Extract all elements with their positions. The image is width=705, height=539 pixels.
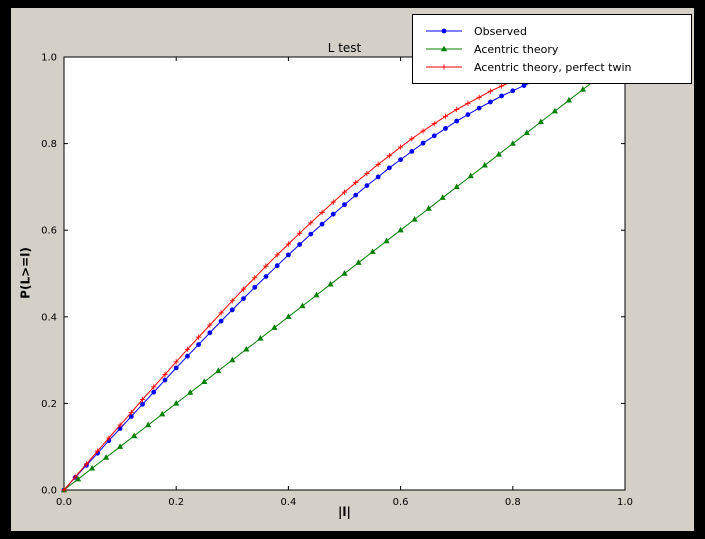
svg-text:0.2: 0.2 xyxy=(41,399,57,410)
chart-title: L test xyxy=(327,41,362,55)
svg-text:0.2: 0.2 xyxy=(168,497,184,508)
y-axis-label: P(L>=l) xyxy=(18,247,33,299)
legend: Observed Acentric theory Acentric theory… xyxy=(412,14,692,84)
svg-text:1.0: 1.0 xyxy=(617,497,633,508)
legend-item-acentric-theory: Acentric theory xyxy=(423,40,681,58)
legend-item-perfect-twin: Acentric theory, perfect twin xyxy=(423,58,681,76)
figure: 0.0 0.2 0.4 0.6 0.8 1.0 0.0 0.2 0.4 0.6 0.8 1.0 L t… xyxy=(11,8,694,531)
svg-text:0.0: 0.0 xyxy=(56,497,72,508)
svg-text:0.0: 0.0 xyxy=(41,486,57,497)
svg-text:0.8: 0.8 xyxy=(505,497,521,508)
svg-text:0.6: 0.6 xyxy=(41,226,57,237)
svg-text:0.8: 0.8 xyxy=(41,139,57,150)
legend-item-observed: Observed xyxy=(423,22,681,40)
legend-label-perfect-twin: Acentric theory, perfect twin xyxy=(474,60,632,74)
plot-canvas: 0.0 0.2 0.4 0.6 0.8 1.0 0.0 0.2 0.4 0.6 0.8 1.0 xyxy=(41,53,633,509)
svg-text:0.4: 0.4 xyxy=(41,312,57,323)
x-axis-label: |l| xyxy=(338,505,351,519)
svg-text:0.6: 0.6 xyxy=(393,497,409,508)
svg-text:1.0: 1.0 xyxy=(41,53,57,64)
legend-sample-perfect-twin xyxy=(426,64,462,70)
svg-text:0.4: 0.4 xyxy=(280,497,296,508)
legend-sample-observed xyxy=(426,28,462,34)
legend-label-acentric-theory: Acentric theory xyxy=(474,42,559,56)
legend-label-observed: Observed xyxy=(474,24,527,38)
legend-sample-acentric-theory xyxy=(426,45,462,52)
